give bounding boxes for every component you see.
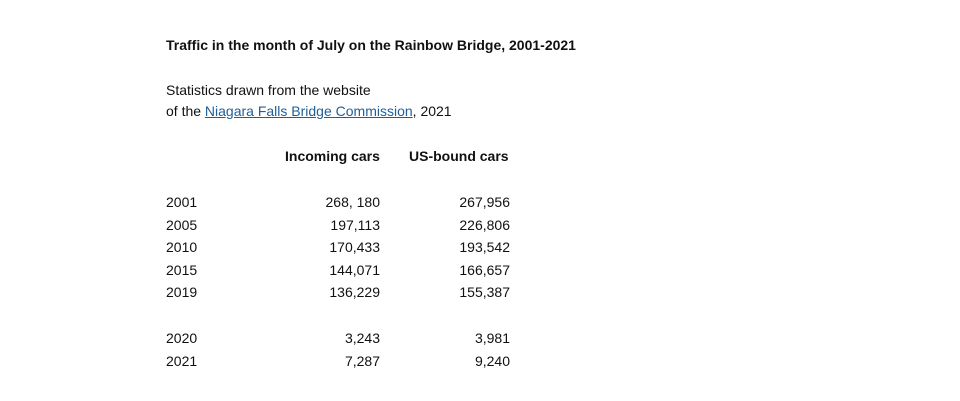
header-incoming-cars: Incoming cars <box>285 148 380 164</box>
document-title: Traffic in the month of July on the Rain… <box>166 37 576 53</box>
incoming-cell: 7,287 <box>344 352 380 369</box>
table-row: 2021 7,287 9,240 <box>166 350 526 373</box>
us-bound-cell: 9,240 <box>474 352 510 369</box>
year-cell: 2005 <box>166 216 198 233</box>
source-line-1: Statistics drawn from the website <box>166 82 371 98</box>
table-group-2: 2020 3,243 3,981 2021 7,287 9,240 <box>166 327 526 372</box>
source-line-2: of the Niagara Falls Bridge Commission, … <box>166 101 452 122</box>
incoming-cell: 170,433 <box>329 239 380 256</box>
year-cell: 2010 <box>166 239 198 256</box>
table-row: 2005 197,113 226,806 <box>166 214 526 237</box>
incoming-cell: 144,071 <box>329 261 380 278</box>
incoming-cell: 136,229 <box>329 284 380 301</box>
document-page: Traffic in the month of July on the Rain… <box>166 0 766 401</box>
year-cell: 2001 <box>166 194 198 210</box>
source-prefix: of the <box>166 103 205 119</box>
year-cell: 2021 <box>166 352 198 369</box>
header-us-bound-cars: US-bound cars <box>409 148 509 164</box>
us-bound-cell: 193,542 <box>459 239 510 256</box>
us-bound-cell: 3,981 <box>474 330 510 346</box>
table-row: 2001 268, 180 267,956 <box>166 191 526 214</box>
us-bound-cell: 226,806 <box>459 216 510 233</box>
table-row: 2015 144,071 166,657 <box>166 259 526 282</box>
us-bound-cell: 155,387 <box>459 284 510 301</box>
table-group-1: 2001 268, 180 267,956 2005 197,113 226,8… <box>166 191 526 304</box>
table-row: 2020 3,243 3,981 <box>166 327 526 350</box>
bridge-commission-link[interactable]: Niagara Falls Bridge Commission <box>204 103 413 119</box>
table-row: 2019 136,229 155,387 <box>166 281 526 304</box>
incoming-cell: 3,243 <box>344 330 380 346</box>
year-cell: 2015 <box>166 261 198 278</box>
year-cell: 2020 <box>166 330 198 346</box>
table-row: 2010 170,433 193,542 <box>166 236 526 259</box>
source-note: Statistics drawn from the website of the… <box>166 80 452 122</box>
incoming-cell: 268, 180 <box>325 194 381 210</box>
source-suffix: , 2021 <box>412 103 452 119</box>
us-bound-cell: 166,657 <box>459 261 510 278</box>
year-cell: 2019 <box>166 284 198 301</box>
incoming-cell: 197,113 <box>330 216 380 233</box>
us-bound-cell: 267,956 <box>459 194 510 210</box>
